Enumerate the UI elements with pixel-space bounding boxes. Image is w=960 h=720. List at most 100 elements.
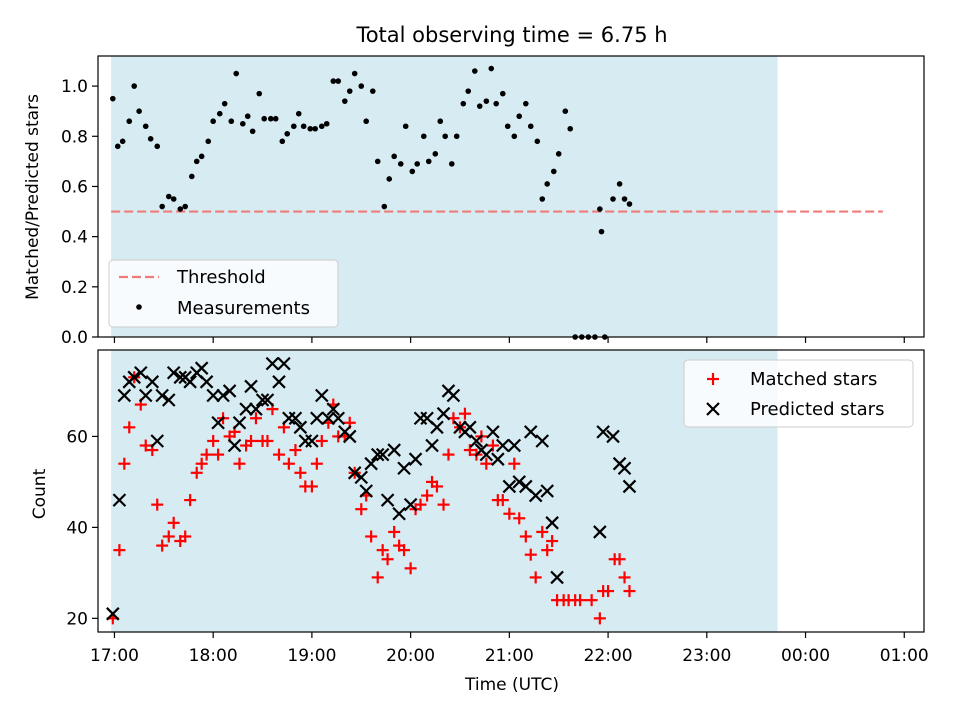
predicted-star-point	[446, 388, 461, 403]
predicted-star-point	[211, 415, 225, 430]
top-panel: 0.0 0.2 0.4 0.6 0.8 1.0 Total observing time …	[23, 23, 925, 348]
matched-star-point	[529, 571, 542, 584]
predicted-star-point	[408, 452, 423, 466]
matched-star-point	[496, 494, 509, 507]
bottom-panel: 20 40 60 17:00 18:00 19:00 20:00 21:00 22:00 23:…	[30, 349, 929, 695]
matched-star-point	[249, 412, 262, 425]
bottom-axes-frame	[97, 349, 925, 633]
measurement-point	[188, 173, 195, 180]
matched-star-point	[371, 571, 384, 584]
chart-title: Total observing time = 6.75 h	[355, 23, 667, 47]
predicted-star-point	[272, 375, 286, 389]
predicted-star-point	[512, 475, 527, 489]
x-tick-label: 17:00	[90, 646, 139, 666]
matched-star-point	[536, 525, 549, 538]
measurement-point	[239, 120, 246, 127]
predicted-star-point	[479, 447, 494, 462]
legend-predicted-label: Predicted stars	[750, 399, 884, 420]
predicted-star-point	[392, 506, 406, 521]
matched-star-point	[310, 457, 323, 470]
matched-stars-points	[106, 371, 636, 625]
measurement-point	[616, 181, 623, 187]
predicted-star-point	[463, 420, 477, 435]
measurement-point	[210, 118, 216, 125]
measurement-point	[228, 118, 235, 125]
legend-threshold-label: Threshold	[176, 267, 266, 288]
predicted-star-point	[106, 607, 120, 621]
predicted-star-point	[161, 393, 176, 407]
measurement-point	[342, 98, 348, 104]
predicted-star-point	[255, 393, 270, 407]
matched-star-point	[480, 457, 493, 470]
measurement-point	[610, 196, 616, 202]
predicted-star-point	[486, 425, 500, 439]
measurement-point	[476, 103, 483, 109]
predicted-star-point	[491, 452, 505, 466]
matched-star-point	[200, 448, 213, 461]
measurement-point	[147, 135, 154, 142]
predicted-star-point	[321, 411, 336, 426]
measurement-point	[291, 123, 297, 130]
x-tick-label: 19:00	[287, 646, 336, 666]
top-y-tick-label: 1.0	[61, 77, 88, 97]
predicted-star-point	[216, 388, 230, 403]
predicted-star-point	[364, 456, 378, 471]
predicted-star-point	[326, 402, 341, 416]
measurement-point	[182, 203, 189, 210]
predicted-star-point	[528, 488, 543, 503]
predicted-star-point	[397, 461, 411, 476]
matched-star-point	[162, 530, 175, 543]
matched-star-point	[179, 530, 192, 543]
bottom-legend: Matched stars Predicted stars	[683, 359, 914, 428]
predicted-star-point	[288, 411, 303, 426]
predicted-star-point	[150, 434, 165, 448]
measurement-point	[539, 196, 546, 202]
measurement-point	[409, 168, 416, 175]
measurement-point	[511, 133, 518, 140]
matched-star-point	[261, 434, 274, 447]
predicted-star-point	[354, 470, 369, 485]
measurement-point	[256, 90, 263, 97]
measurement-point	[295, 110, 302, 117]
measurement-point	[567, 125, 574, 132]
x-tick-label: 22:00	[584, 646, 633, 666]
predicted-star-point	[593, 525, 607, 539]
measurement-point	[425, 158, 432, 165]
matched-star-point	[623, 585, 636, 598]
measurement-point	[562, 108, 569, 114]
predicted-star-point	[260, 393, 275, 407]
top-y-axis-label: Matched/Predicted stars	[23, 94, 43, 300]
bottom-y-tick-label: 60	[66, 427, 88, 447]
measurement-point	[448, 161, 455, 167]
predicted-star-point	[166, 365, 181, 380]
matched-star-point	[113, 544, 126, 557]
matched-star-point	[355, 503, 368, 516]
measurement-point	[244, 113, 251, 120]
measurement-point	[216, 110, 223, 117]
predicted-star-point	[617, 461, 632, 476]
bottom-y-ticks: 20 40 60	[66, 427, 98, 629]
x-tick-label: 20:00	[386, 646, 435, 666]
measurement-point	[131, 83, 137, 89]
x-tick-label: 23:00	[682, 646, 731, 666]
measurement-point	[597, 206, 603, 212]
matched-star-point	[404, 562, 417, 575]
measurement-point	[381, 203, 388, 210]
measurement-point	[267, 115, 274, 122]
measurement-point	[544, 181, 550, 187]
measurement-point	[534, 138, 541, 145]
measurement-point	[249, 128, 256, 135]
matched-star-point	[546, 535, 559, 548]
predicted-star-point	[206, 388, 220, 403]
measurement-point	[307, 125, 314, 132]
matched-star-point	[305, 480, 318, 493]
measurement-point	[397, 161, 404, 167]
measurement-point	[177, 206, 184, 212]
predicted-star-point	[138, 388, 153, 403]
measurement-point	[504, 123, 511, 130]
measurement-point	[369, 88, 376, 94]
predicted-star-point	[134, 365, 148, 380]
matched-star-point	[289, 444, 302, 457]
measurement-point	[550, 168, 557, 175]
measurement-point	[437, 118, 444, 125]
